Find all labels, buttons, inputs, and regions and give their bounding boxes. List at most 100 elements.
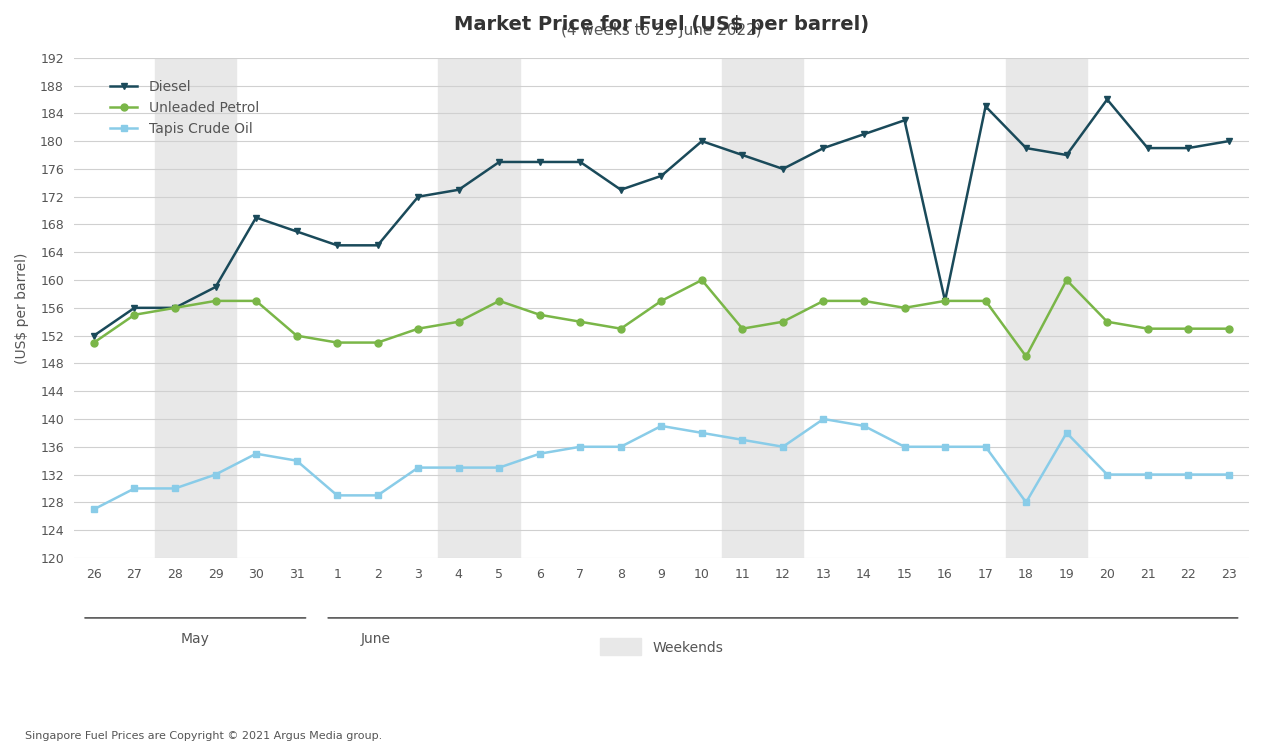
Line: Unleaded Petrol: Unleaded Petrol — [91, 277, 1232, 360]
Unleaded Petrol — [451, 317, 466, 326]
Unleaded Petrol — [1100, 317, 1115, 326]
Diesel — [86, 331, 101, 340]
Diesel — [897, 116, 913, 125]
Tapis Crude Oil — [1059, 428, 1074, 437]
Unleaded Petrol — [289, 331, 305, 340]
Title: Market Price for Fuel (US$ per barrel): Market Price for Fuel (US$ per barrel) — [454, 15, 868, 34]
Unleaded Petrol — [209, 296, 224, 305]
Tapis Crude Oil — [573, 443, 588, 452]
Tapis Crude Oil — [330, 491, 345, 500]
Tapis Crude Oil — [775, 443, 790, 452]
Diesel — [167, 303, 182, 312]
Diesel — [451, 185, 466, 195]
Diesel — [411, 192, 426, 201]
Diesel — [1019, 143, 1034, 152]
Unleaded Petrol — [1140, 324, 1155, 333]
Unleaded Petrol — [653, 296, 669, 305]
Tapis Crude Oil — [938, 443, 953, 452]
Text: June: June — [360, 632, 391, 646]
Tapis Crude Oil — [653, 421, 669, 431]
Diesel — [775, 164, 790, 173]
Diesel — [1059, 151, 1074, 160]
Tapis Crude Oil — [1100, 470, 1115, 479]
Tapis Crude Oil — [1019, 498, 1034, 507]
Line: Diesel: Diesel — [91, 96, 1232, 339]
Diesel — [1221, 136, 1236, 146]
Unleaded Petrol — [938, 296, 953, 305]
Tapis Crude Oil — [815, 415, 830, 424]
Diesel — [1181, 143, 1196, 152]
Unleaded Petrol — [1181, 324, 1196, 333]
Diesel — [694, 136, 709, 146]
Diesel — [857, 130, 872, 139]
Tapis Crude Oil — [897, 443, 913, 452]
Tapis Crude Oil — [694, 428, 709, 437]
Tapis Crude Oil — [411, 463, 426, 472]
Diesel — [492, 158, 507, 167]
Diesel — [1140, 143, 1155, 152]
Diesel — [532, 158, 547, 167]
Unleaded Petrol — [167, 303, 182, 312]
Tapis Crude Oil — [126, 484, 142, 493]
Tapis Crude Oil — [734, 435, 750, 444]
Diesel — [330, 241, 345, 250]
Tapis Crude Oil — [857, 421, 872, 431]
Diesel — [573, 158, 588, 167]
Bar — [439, 58, 520, 558]
Tapis Crude Oil — [249, 449, 264, 458]
Tapis Crude Oil — [1221, 470, 1236, 479]
Unleaded Petrol — [897, 303, 913, 312]
Unleaded Petrol — [492, 296, 507, 305]
Unleaded Petrol — [775, 317, 790, 326]
Text: (4 weeks to 23 June 2022): (4 weeks to 23 June 2022) — [561, 23, 762, 38]
Unleaded Petrol — [694, 275, 709, 284]
Unleaded Petrol — [249, 296, 264, 305]
Text: Singapore Fuel Prices are Copyright © 2021 Argus Media group.: Singapore Fuel Prices are Copyright © 20… — [25, 731, 383, 741]
Bar — [722, 58, 803, 558]
Line: Tapis Crude Oil: Tapis Crude Oil — [91, 415, 1232, 513]
Unleaded Petrol — [978, 296, 994, 305]
Unleaded Petrol — [86, 338, 101, 347]
Diesel — [289, 227, 305, 236]
Diesel — [938, 296, 953, 305]
Tapis Crude Oil — [978, 443, 994, 452]
Tapis Crude Oil — [532, 449, 547, 458]
Diesel — [126, 303, 142, 312]
Diesel — [1100, 95, 1115, 104]
Diesel — [370, 241, 386, 250]
Diesel — [734, 151, 750, 160]
Tapis Crude Oil — [613, 443, 628, 452]
Tapis Crude Oil — [167, 484, 182, 493]
Tapis Crude Oil — [370, 491, 386, 500]
Unleaded Petrol — [734, 324, 750, 333]
Tapis Crude Oil — [209, 470, 224, 479]
Text: May: May — [181, 632, 210, 646]
Diesel — [249, 213, 264, 222]
Tapis Crude Oil — [451, 463, 466, 472]
Diesel — [209, 283, 224, 292]
Tapis Crude Oil — [1140, 470, 1155, 479]
Tapis Crude Oil — [86, 504, 101, 513]
Diesel — [978, 102, 994, 111]
Unleaded Petrol — [532, 310, 547, 319]
Unleaded Petrol — [370, 338, 386, 347]
Legend: Weekends: Weekends — [594, 633, 729, 661]
Unleaded Petrol — [330, 338, 345, 347]
Tapis Crude Oil — [1181, 470, 1196, 479]
Bar — [1006, 58, 1087, 558]
Unleaded Petrol — [1059, 275, 1074, 284]
Diesel — [613, 185, 628, 195]
Tapis Crude Oil — [492, 463, 507, 472]
Unleaded Petrol — [857, 296, 872, 305]
Diesel — [815, 143, 830, 152]
Tapis Crude Oil — [289, 456, 305, 465]
Unleaded Petrol — [1019, 352, 1034, 361]
Unleaded Petrol — [126, 310, 142, 319]
Unleaded Petrol — [411, 324, 426, 333]
Diesel — [653, 171, 669, 180]
Unleaded Petrol — [1221, 324, 1236, 333]
Unleaded Petrol — [613, 324, 628, 333]
Unleaded Petrol — [573, 317, 588, 326]
Y-axis label: (US$ per barrel): (US$ per barrel) — [15, 252, 29, 363]
Unleaded Petrol — [815, 296, 830, 305]
